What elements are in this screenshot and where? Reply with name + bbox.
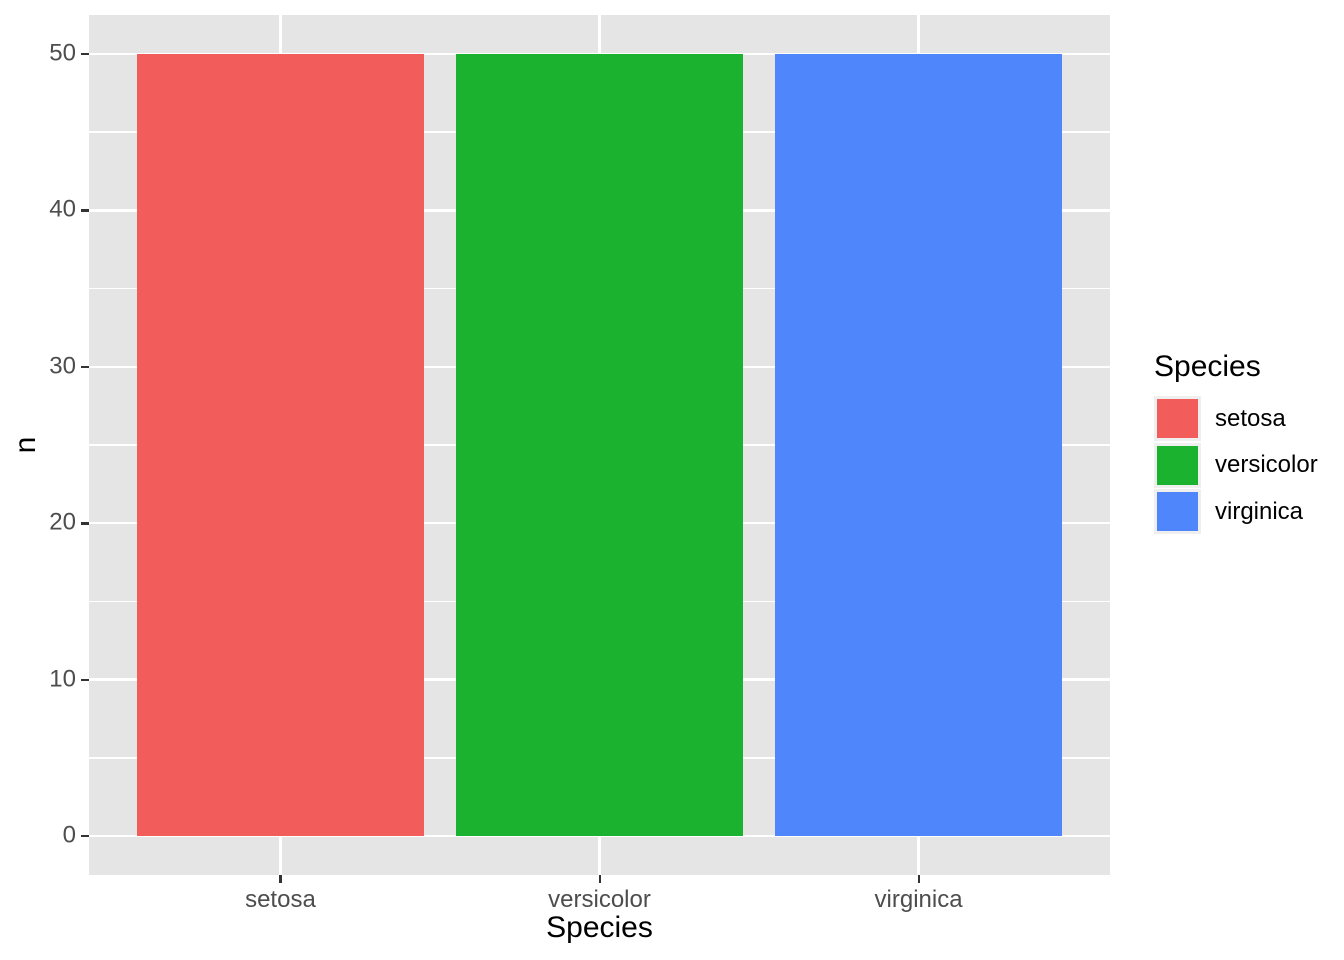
y-axis-tick-label: 50 (49, 39, 76, 67)
x-axis-tick-label: setosa (245, 886, 316, 913)
y-axis-tick (81, 522, 89, 525)
legend-label: versicolor (1215, 451, 1318, 478)
legend-label: virginica (1215, 497, 1304, 525)
x-axis-title: Species (546, 911, 653, 944)
legend-label: setosa (1215, 404, 1286, 432)
x-axis-tick (598, 875, 601, 883)
y-axis-tick-label: 20 (49, 508, 76, 536)
y-axis-tick (81, 678, 89, 681)
legend-key (1154, 396, 1201, 441)
legend-key (1154, 442, 1201, 488)
y-axis-tick-label: 40 (49, 195, 76, 223)
x-axis-tick-label: virginica (874, 886, 963, 913)
legend-key (1154, 489, 1201, 534)
plot-panel (89, 15, 1110, 875)
legend-swatch-setosa (1157, 399, 1198, 438)
bar-virginica (774, 54, 1063, 836)
bar-versicolor (455, 54, 744, 836)
legend: Species setosa versicolor virginica (1154, 350, 1344, 590)
legend-swatch-versicolor (1157, 445, 1198, 485)
y-axis-title: n (9, 436, 42, 454)
legend-swatch-virginica (1157, 492, 1198, 531)
x-axis-tick-label: versicolor (548, 886, 651, 913)
y-axis-tick (81, 365, 89, 369)
y-axis-tick (81, 53, 89, 56)
x-axis-tick (279, 875, 282, 883)
bar-setosa (136, 54, 425, 836)
y-axis-tick-label: 30 (49, 352, 76, 380)
x-axis-tick (917, 875, 920, 883)
y-axis-tick-label: 10 (49, 664, 76, 692)
y-axis-tick-label: 0 (62, 821, 76, 849)
y-axis-tick (81, 209, 89, 212)
y-axis-tick (81, 834, 89, 838)
legend-title: Species (1154, 350, 1261, 383)
